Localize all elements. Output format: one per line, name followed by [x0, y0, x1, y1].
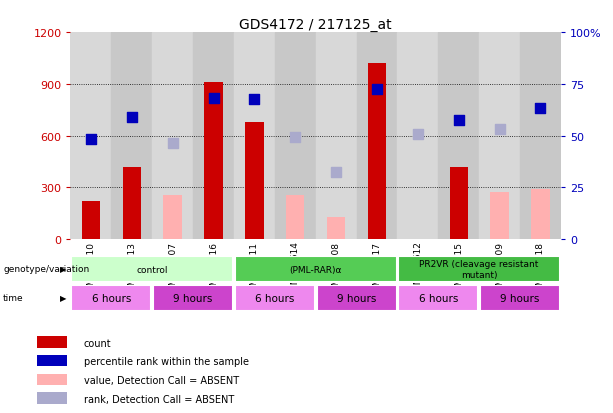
Bar — [152, 33, 193, 240]
Bar — [438, 33, 479, 240]
Bar — [82, 202, 100, 240]
Bar — [316, 33, 357, 240]
Point — [372, 87, 382, 93]
Bar — [71, 285, 151, 311]
Bar — [316, 285, 397, 311]
Bar — [480, 285, 560, 311]
Bar — [71, 256, 233, 282]
Text: (PML-RAR)α: (PML-RAR)α — [289, 265, 342, 274]
Point — [413, 131, 423, 138]
Text: 9 hours: 9 hours — [173, 293, 213, 304]
Text: time: time — [3, 294, 24, 303]
Point — [291, 135, 300, 141]
Text: ▶: ▶ — [60, 294, 67, 303]
Bar — [234, 33, 275, 240]
Bar — [193, 33, 234, 240]
Point — [127, 114, 137, 121]
Point — [86, 136, 96, 143]
Bar — [37, 392, 67, 404]
Bar — [479, 33, 520, 240]
Text: control: control — [137, 265, 168, 274]
Bar — [368, 64, 386, 240]
Text: 9 hours: 9 hours — [500, 293, 539, 304]
Point — [249, 97, 259, 104]
Bar — [490, 192, 509, 240]
Bar — [70, 33, 112, 240]
Bar — [357, 33, 397, 240]
Bar — [531, 190, 550, 240]
Text: 6 hours: 6 hours — [419, 293, 458, 304]
Title: GDS4172 / 217125_at: GDS4172 / 217125_at — [240, 18, 392, 32]
Point — [454, 117, 463, 124]
Bar — [37, 374, 67, 385]
Bar — [245, 123, 264, 240]
Text: count: count — [83, 338, 112, 348]
Text: 6 hours: 6 hours — [92, 293, 131, 304]
Bar — [153, 285, 233, 311]
Text: percentile rank within the sample: percentile rank within the sample — [83, 356, 249, 366]
Text: 9 hours: 9 hours — [337, 293, 376, 304]
Bar — [37, 355, 67, 367]
Bar — [398, 256, 560, 282]
Bar — [449, 167, 468, 240]
Bar — [37, 337, 67, 348]
Bar — [286, 196, 305, 240]
Text: value, Detection Call = ABSENT: value, Detection Call = ABSENT — [83, 375, 239, 385]
Bar — [397, 33, 438, 240]
Text: 6 hours: 6 hours — [255, 293, 294, 304]
Bar — [235, 285, 315, 311]
Text: genotype/variation: genotype/variation — [3, 265, 89, 274]
Bar — [327, 217, 345, 240]
Bar — [112, 33, 152, 240]
Point — [208, 95, 218, 102]
Bar — [204, 83, 223, 240]
Text: ▶: ▶ — [60, 265, 67, 274]
Bar — [275, 33, 316, 240]
Point — [495, 126, 504, 133]
Point — [536, 105, 546, 112]
Point — [168, 140, 178, 147]
Bar — [398, 285, 478, 311]
Bar — [164, 196, 182, 240]
Text: rank, Detection Call = ABSENT: rank, Detection Call = ABSENT — [83, 394, 234, 404]
Bar — [520, 33, 561, 240]
Bar — [123, 167, 141, 240]
Text: PR2VR (cleavage resistant
mutant): PR2VR (cleavage resistant mutant) — [419, 260, 539, 279]
Point — [331, 169, 341, 176]
Bar — [235, 256, 397, 282]
